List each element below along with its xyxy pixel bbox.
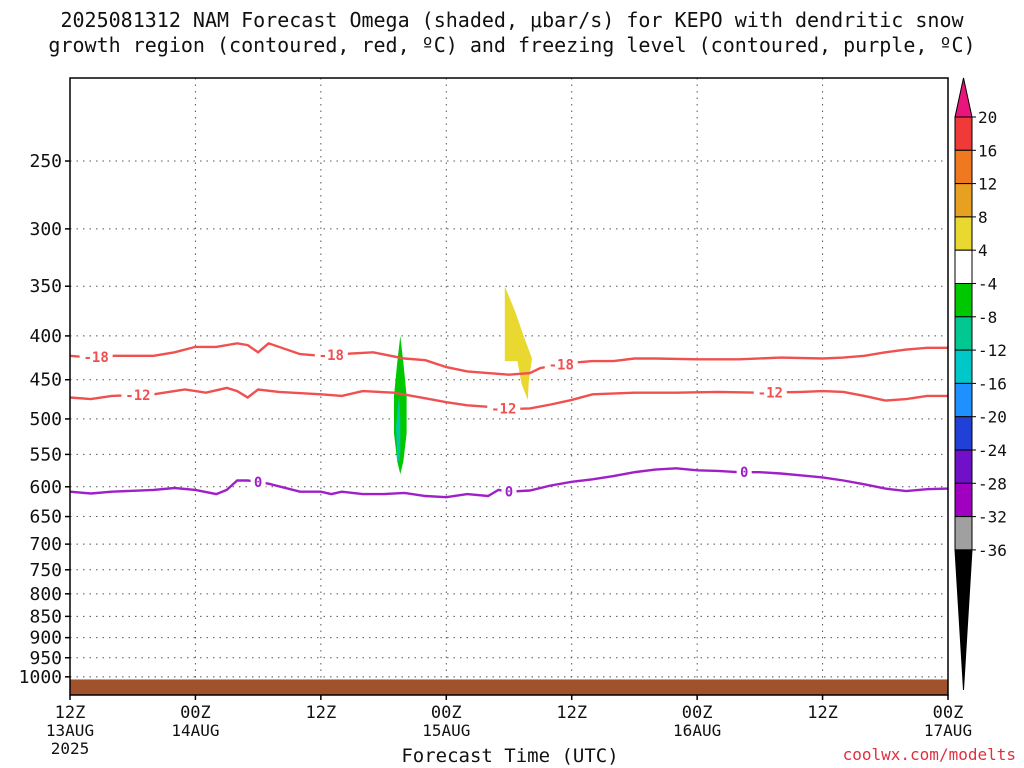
contour-label-bg <box>544 356 578 373</box>
y-tick-label: 450 <box>29 370 62 391</box>
y-tick-label: 600 <box>29 477 62 498</box>
contour-label-bg <box>250 474 266 491</box>
y-tick-label: 650 <box>29 507 62 528</box>
contour-line <box>69 467 949 499</box>
x-tick-date: 16AUG <box>673 721 721 740</box>
colorbar-label: -16 <box>978 374 1007 393</box>
contour-label-bg <box>736 464 752 481</box>
y-tick-label: 500 <box>29 409 62 430</box>
y-tick-label: 300 <box>29 219 62 240</box>
y-tick-label: 950 <box>29 648 62 669</box>
colorbar-swatch <box>954 416 973 451</box>
y-axis-ticks: 2503003504004505005506006507007508008509… <box>19 151 70 688</box>
terrain-fill <box>70 679 948 695</box>
contour-label: -12 <box>758 386 783 402</box>
contour-label-bg <box>487 400 521 417</box>
plot-frame <box>69 77 949 696</box>
contour-label: 0 <box>254 475 262 491</box>
y-tick-label: 550 <box>29 444 62 465</box>
colorbar-swatch <box>954 283 973 318</box>
x-tick-label: 00Z <box>431 703 462 723</box>
colorbar-label: 12 <box>978 175 997 194</box>
x-tick-label: 12Z <box>807 703 838 723</box>
y-tick-label: 850 <box>29 606 62 627</box>
contour-label-bg <box>753 384 787 401</box>
x-tick-label: 00Z <box>933 703 964 723</box>
colorbar-swatch <box>954 482 973 518</box>
contour-label: -18 <box>319 348 344 364</box>
colorbar-swatch <box>954 183 973 218</box>
contour-label: -18 <box>83 350 108 366</box>
contour-line <box>69 386 948 411</box>
y-tick-label: 400 <box>29 326 62 347</box>
y-tick-label: 800 <box>29 584 62 605</box>
y-tick-label: 700 <box>29 534 62 555</box>
x-tick-label: 12Z <box>55 703 86 723</box>
y-tick-label: 250 <box>29 151 62 172</box>
x-tick-label: 00Z <box>180 703 211 723</box>
colorbar-swatch <box>954 116 973 151</box>
contour-label-bg <box>501 483 517 500</box>
colorbar-label: -4 <box>978 275 997 294</box>
colorbar-label: -20 <box>978 408 1007 427</box>
x-tick-date: 15AUG <box>422 721 470 740</box>
x-tick-label: 00Z <box>682 703 713 723</box>
colorbar: 20 16 12 8 4 -4 -8 -12 -16 -20 -24 -28 -32 -36 <box>954 77 1007 691</box>
contour-label-bg <box>314 346 348 363</box>
y-tick-label: 350 <box>29 276 62 297</box>
contour-label: -12 <box>491 402 516 418</box>
colorbar-label: -8 <box>978 308 997 327</box>
contour-label-bg <box>79 349 113 366</box>
colorbar-label: -36 <box>978 541 1007 560</box>
colorbar-label: -24 <box>978 441 1007 460</box>
colorbar-label: 16 <box>978 141 997 160</box>
x-tick-date: 17AUG <box>924 721 972 740</box>
colorbar-swatch <box>954 449 973 484</box>
grid-lines <box>69 78 949 695</box>
x-tick-year: 2025 <box>51 739 90 758</box>
colorbar-label: -28 <box>978 474 1007 493</box>
y-tick-label: 1000 <box>19 667 62 688</box>
contour-label: -18 <box>549 358 574 374</box>
omega-shading <box>394 286 532 475</box>
terrain <box>70 679 948 695</box>
colorbar-label: -12 <box>978 341 1007 360</box>
colorbar-top-arrow <box>954 77 973 118</box>
chart-title-line1: 2025081312 NAM Forecast Omega (shaded, μ… <box>60 8 964 32</box>
chart-title-line2: growth region (contoured, red, ºC) and f… <box>48 33 976 57</box>
colorbar-swatch <box>954 216 973 251</box>
colorbar-swatch <box>954 382 973 418</box>
x-tick-label: 12Z <box>305 703 336 723</box>
omega-region <box>504 286 532 400</box>
contour-line <box>69 341 948 376</box>
contour-lines: -18 -18 -18 -12 -12 -12 0 0 0 <box>69 341 949 501</box>
colorbar-label: 20 <box>978 108 997 127</box>
x-tick-label: 12Z <box>556 703 587 723</box>
colorbar-swatch <box>954 149 973 185</box>
contour-label: -12 <box>125 388 150 404</box>
colorbar-swatch <box>954 316 973 351</box>
y-tick-label: 750 <box>29 560 62 581</box>
colorbar-swatch <box>954 349 973 384</box>
y-tick-label: 900 <box>29 628 62 649</box>
colorbar-bottom-arrow <box>954 549 973 691</box>
x-tick-date: 13AUG <box>46 721 94 740</box>
x-axis-label: Forecast Time (UTC) <box>401 745 619 767</box>
contour-label: 0 <box>740 465 748 481</box>
colorbar-label: -32 <box>978 508 1007 527</box>
colorbar-label: 8 <box>978 208 988 227</box>
credit-link[interactable]: coolwx.com/modelts <box>842 745 1016 764</box>
colorbar-label: 4 <box>978 241 988 260</box>
colorbar-swatch <box>954 516 973 551</box>
omega-region <box>396 395 401 462</box>
contour-label-bg <box>121 386 155 403</box>
x-tick-date: 14AUG <box>171 721 219 740</box>
contour-label: 0 <box>505 485 513 501</box>
colorbar-swatch <box>954 249 973 284</box>
